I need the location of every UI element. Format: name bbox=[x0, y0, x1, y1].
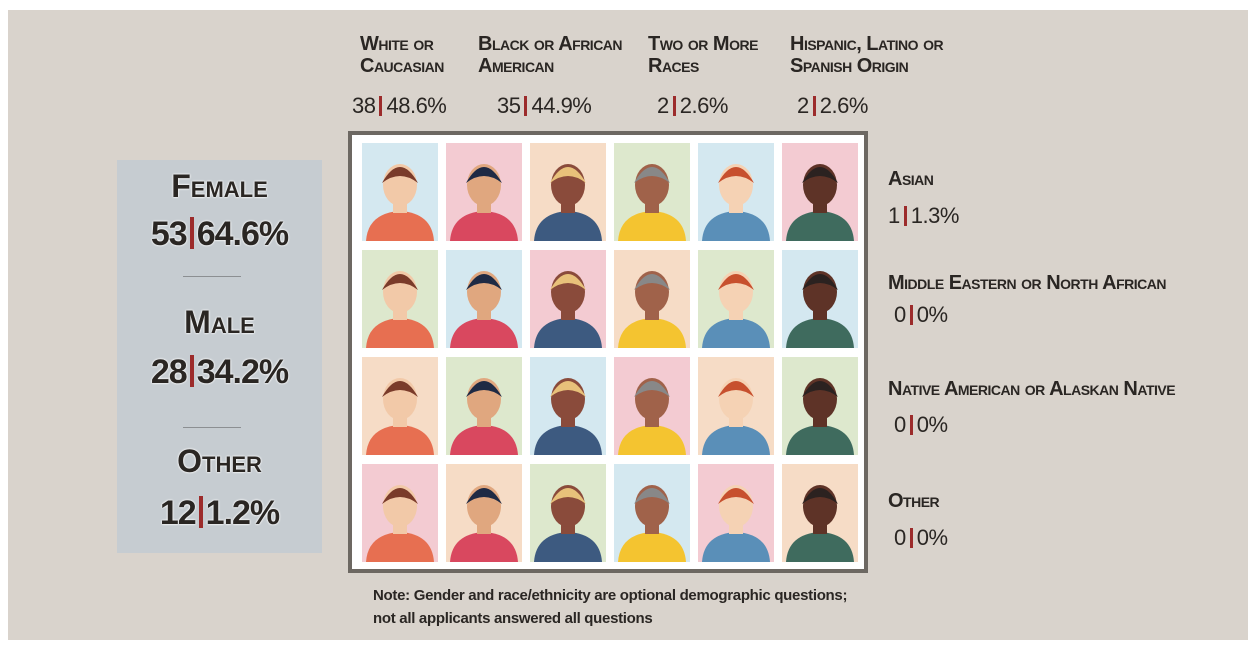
count: 28 bbox=[151, 353, 187, 391]
race-stat: 0 0% bbox=[894, 302, 948, 328]
gender-stat: 53 64.6% bbox=[117, 215, 322, 254]
count: 2 bbox=[657, 93, 669, 118]
race-stat: 2 2.6% bbox=[797, 93, 868, 119]
percent: 0% bbox=[917, 412, 948, 437]
percent: 44.9% bbox=[531, 93, 591, 118]
gender-label: Female bbox=[117, 168, 322, 205]
race-label: Two or More Races bbox=[648, 33, 768, 77]
percent: 0% bbox=[917, 525, 948, 550]
separator bbox=[910, 305, 913, 325]
race-label: Native American or Alaskan Native bbox=[888, 378, 1228, 400]
race-stat: 0 0% bbox=[894, 412, 948, 438]
race-stat: 38 48.6% bbox=[352, 93, 446, 119]
percent: 2.6% bbox=[820, 93, 868, 118]
count: 0 bbox=[894, 302, 906, 327]
count: 12 bbox=[160, 494, 196, 532]
portrait-grid bbox=[348, 131, 870, 575]
separator bbox=[190, 355, 194, 387]
divider bbox=[183, 427, 241, 428]
page: Note: Gender and race/ethnicity are opti… bbox=[0, 0, 1256, 646]
gender-label: Other bbox=[117, 443, 322, 480]
separator bbox=[524, 96, 527, 116]
race-label: Middle Eastern or North African bbox=[888, 272, 1228, 294]
race-label: White or Caucasian bbox=[360, 33, 460, 77]
divider bbox=[183, 276, 241, 277]
count: 0 bbox=[894, 412, 906, 437]
gender-stat: 12 1.2% bbox=[117, 494, 322, 533]
separator bbox=[910, 415, 913, 435]
count: 0 bbox=[894, 525, 906, 550]
percent: 34.2% bbox=[197, 353, 288, 391]
race-label: Other bbox=[888, 490, 1228, 512]
percent: 1.2% bbox=[206, 494, 280, 532]
percent: 1.3% bbox=[911, 203, 959, 228]
count: 35 bbox=[497, 93, 520, 118]
race-stat: 1 1.3% bbox=[888, 203, 959, 229]
separator bbox=[904, 206, 907, 226]
separator bbox=[673, 96, 676, 116]
separator bbox=[813, 96, 816, 116]
count: 1 bbox=[888, 203, 900, 228]
separator bbox=[379, 96, 382, 116]
race-label: Black or African American bbox=[478, 33, 628, 77]
percent: 64.6% bbox=[197, 215, 288, 253]
count: 38 bbox=[352, 93, 375, 118]
count: 53 bbox=[151, 215, 187, 253]
note: Note: Gender and race/ethnicity are opti… bbox=[373, 584, 853, 630]
race-stat: 0 0% bbox=[894, 525, 948, 551]
gender-label: Male bbox=[117, 304, 322, 341]
separator bbox=[910, 528, 913, 548]
separator bbox=[190, 217, 194, 249]
gender-stat: 28 34.2% bbox=[117, 353, 322, 392]
count: 2 bbox=[797, 93, 809, 118]
race-label: Asian bbox=[888, 168, 1228, 190]
percent: 48.6% bbox=[386, 93, 446, 118]
percent: 2.6% bbox=[680, 93, 728, 118]
percent: 0% bbox=[917, 302, 948, 327]
race-label: Hispanic, Latino or Spanish Origin bbox=[790, 33, 965, 77]
separator bbox=[199, 496, 203, 528]
race-stat: 2 2.6% bbox=[657, 93, 728, 119]
race-stat: 35 44.9% bbox=[497, 93, 591, 119]
